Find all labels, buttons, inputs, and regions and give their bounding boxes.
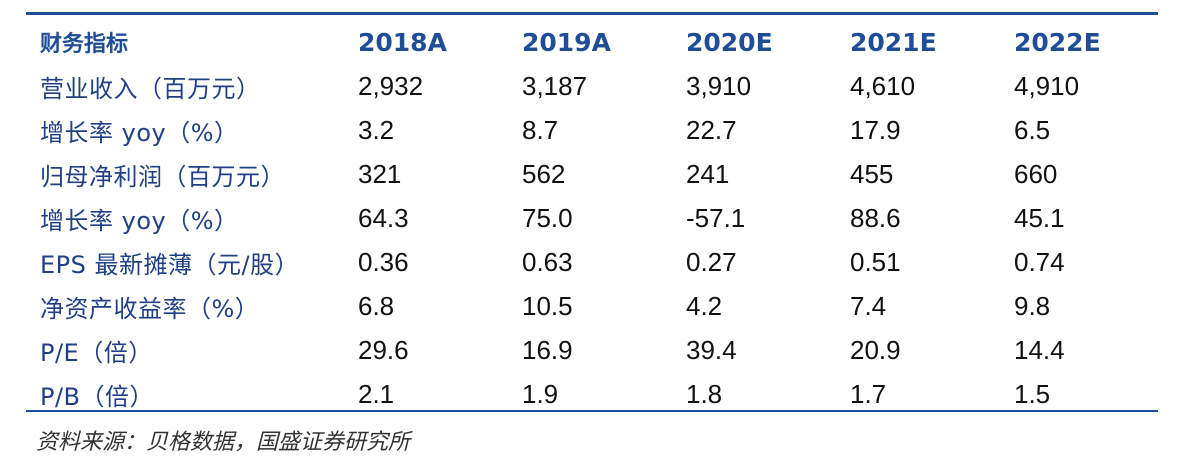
table-row: 增长率 yoy（%） 3.2 8.7 22.7 17.9 6.5 — [26, 108, 1158, 152]
table-bottom-rule — [26, 410, 1158, 412]
column-header-year: 2018A — [358, 27, 447, 57]
row-label: 增长率 yoy（%） — [40, 118, 239, 147]
table-row: 营业收入（百万元） 2,932 3,187 3,910 4,610 4,910 — [26, 64, 1158, 108]
table-row: 归母净利润（百万元） 321 562 241 455 660 — [26, 152, 1158, 196]
table-cell: 455 — [850, 158, 894, 189]
row-label: 归母净利润（百万元） — [40, 162, 285, 191]
row-label: EPS 最新摊薄（元/股） — [40, 250, 300, 279]
table-cell: 16.9 — [522, 334, 573, 365]
table-cell: 29.6 — [358, 334, 409, 365]
table-cell: 6.5 — [1014, 114, 1051, 145]
row-label: P/B（倍） — [40, 382, 155, 411]
table-cell: 0.51 — [850, 246, 901, 277]
table-cell: 9.8 — [1014, 290, 1051, 321]
row-label: 增长率 yoy（%） — [40, 206, 239, 235]
table-cell: 2.1 — [358, 378, 395, 409]
table-cell: 241 — [686, 158, 730, 189]
table-cell: -57.1 — [686, 202, 746, 233]
table-row: EPS 最新摊薄（元/股） 0.36 0.63 0.27 0.51 0.74 — [26, 240, 1158, 284]
table-cell: 4.2 — [686, 290, 723, 321]
table-cell: 45.1 — [1014, 202, 1065, 233]
table-cell: 14.4 — [1014, 334, 1065, 365]
table-cell: 8.7 — [522, 114, 559, 145]
table-cell: 1.9 — [522, 378, 559, 409]
table-cell: 17.9 — [850, 114, 901, 145]
column-header-year: 2020E — [686, 27, 773, 57]
financial-indicators-table: 财务指标 2018A 2019A 2020E 2021E 2022E 营业收入（… — [26, 20, 1158, 416]
table-cell: 3,187 — [522, 70, 588, 101]
table-cell: 0.27 — [686, 246, 737, 277]
table-cell: 0.63 — [522, 246, 573, 277]
table-cell: 1.5 — [1014, 378, 1051, 409]
table-cell: 75.0 — [522, 202, 573, 233]
table-cell: 562 — [522, 158, 566, 189]
table-header-row: 财务指标 2018A 2019A 2020E 2021E 2022E — [26, 20, 1158, 64]
table-cell: 39.4 — [686, 334, 737, 365]
table-cell: 7.4 — [850, 290, 887, 321]
row-label: 营业收入（百万元） — [40, 74, 261, 103]
row-label: P/E（倍） — [40, 338, 153, 367]
table-row: P/B（倍） 2.1 1.9 1.8 1.7 1.5 — [26, 372, 1158, 416]
table-cell: 88.6 — [850, 202, 901, 233]
table-cell: 3.2 — [358, 114, 395, 145]
column-header-year: 2022E — [1014, 27, 1101, 57]
table-row: 增长率 yoy（%） 64.3 75.0 -57.1 88.6 45.1 — [26, 196, 1158, 240]
table-top-rule — [26, 12, 1158, 15]
column-header-indicator: 财务指标 — [40, 32, 129, 57]
table-cell: 4,910 — [1014, 70, 1080, 101]
table-cell: 2,932 — [358, 70, 424, 101]
column-header-year: 2019A — [522, 27, 611, 57]
table-cell: 660 — [1014, 158, 1058, 189]
table-cell: 3,910 — [686, 70, 752, 101]
table-cell: 1.8 — [686, 378, 723, 409]
table-cell: 321 — [358, 158, 402, 189]
column-header-year: 2021E — [850, 27, 937, 57]
table-cell: 20.9 — [850, 334, 901, 365]
row-label: 净资产收益率（%） — [40, 294, 260, 323]
table-cell: 64.3 — [358, 202, 409, 233]
table-cell: 6.8 — [358, 290, 395, 321]
table-cell: 0.74 — [1014, 246, 1065, 277]
source-note: 资料来源：贝格数据，国盛证券研究所 — [36, 430, 411, 455]
table-cell: 0.36 — [358, 246, 409, 277]
table-row: P/E（倍） 29.6 16.9 39.4 20.9 14.4 — [26, 328, 1158, 372]
table-cell: 10.5 — [522, 290, 573, 321]
table-cell: 22.7 — [686, 114, 737, 145]
table-row: 净资产收益率（%） 6.8 10.5 4.2 7.4 9.8 — [26, 284, 1158, 328]
table-cell: 4,610 — [850, 70, 916, 101]
table-cell: 1.7 — [850, 378, 887, 409]
